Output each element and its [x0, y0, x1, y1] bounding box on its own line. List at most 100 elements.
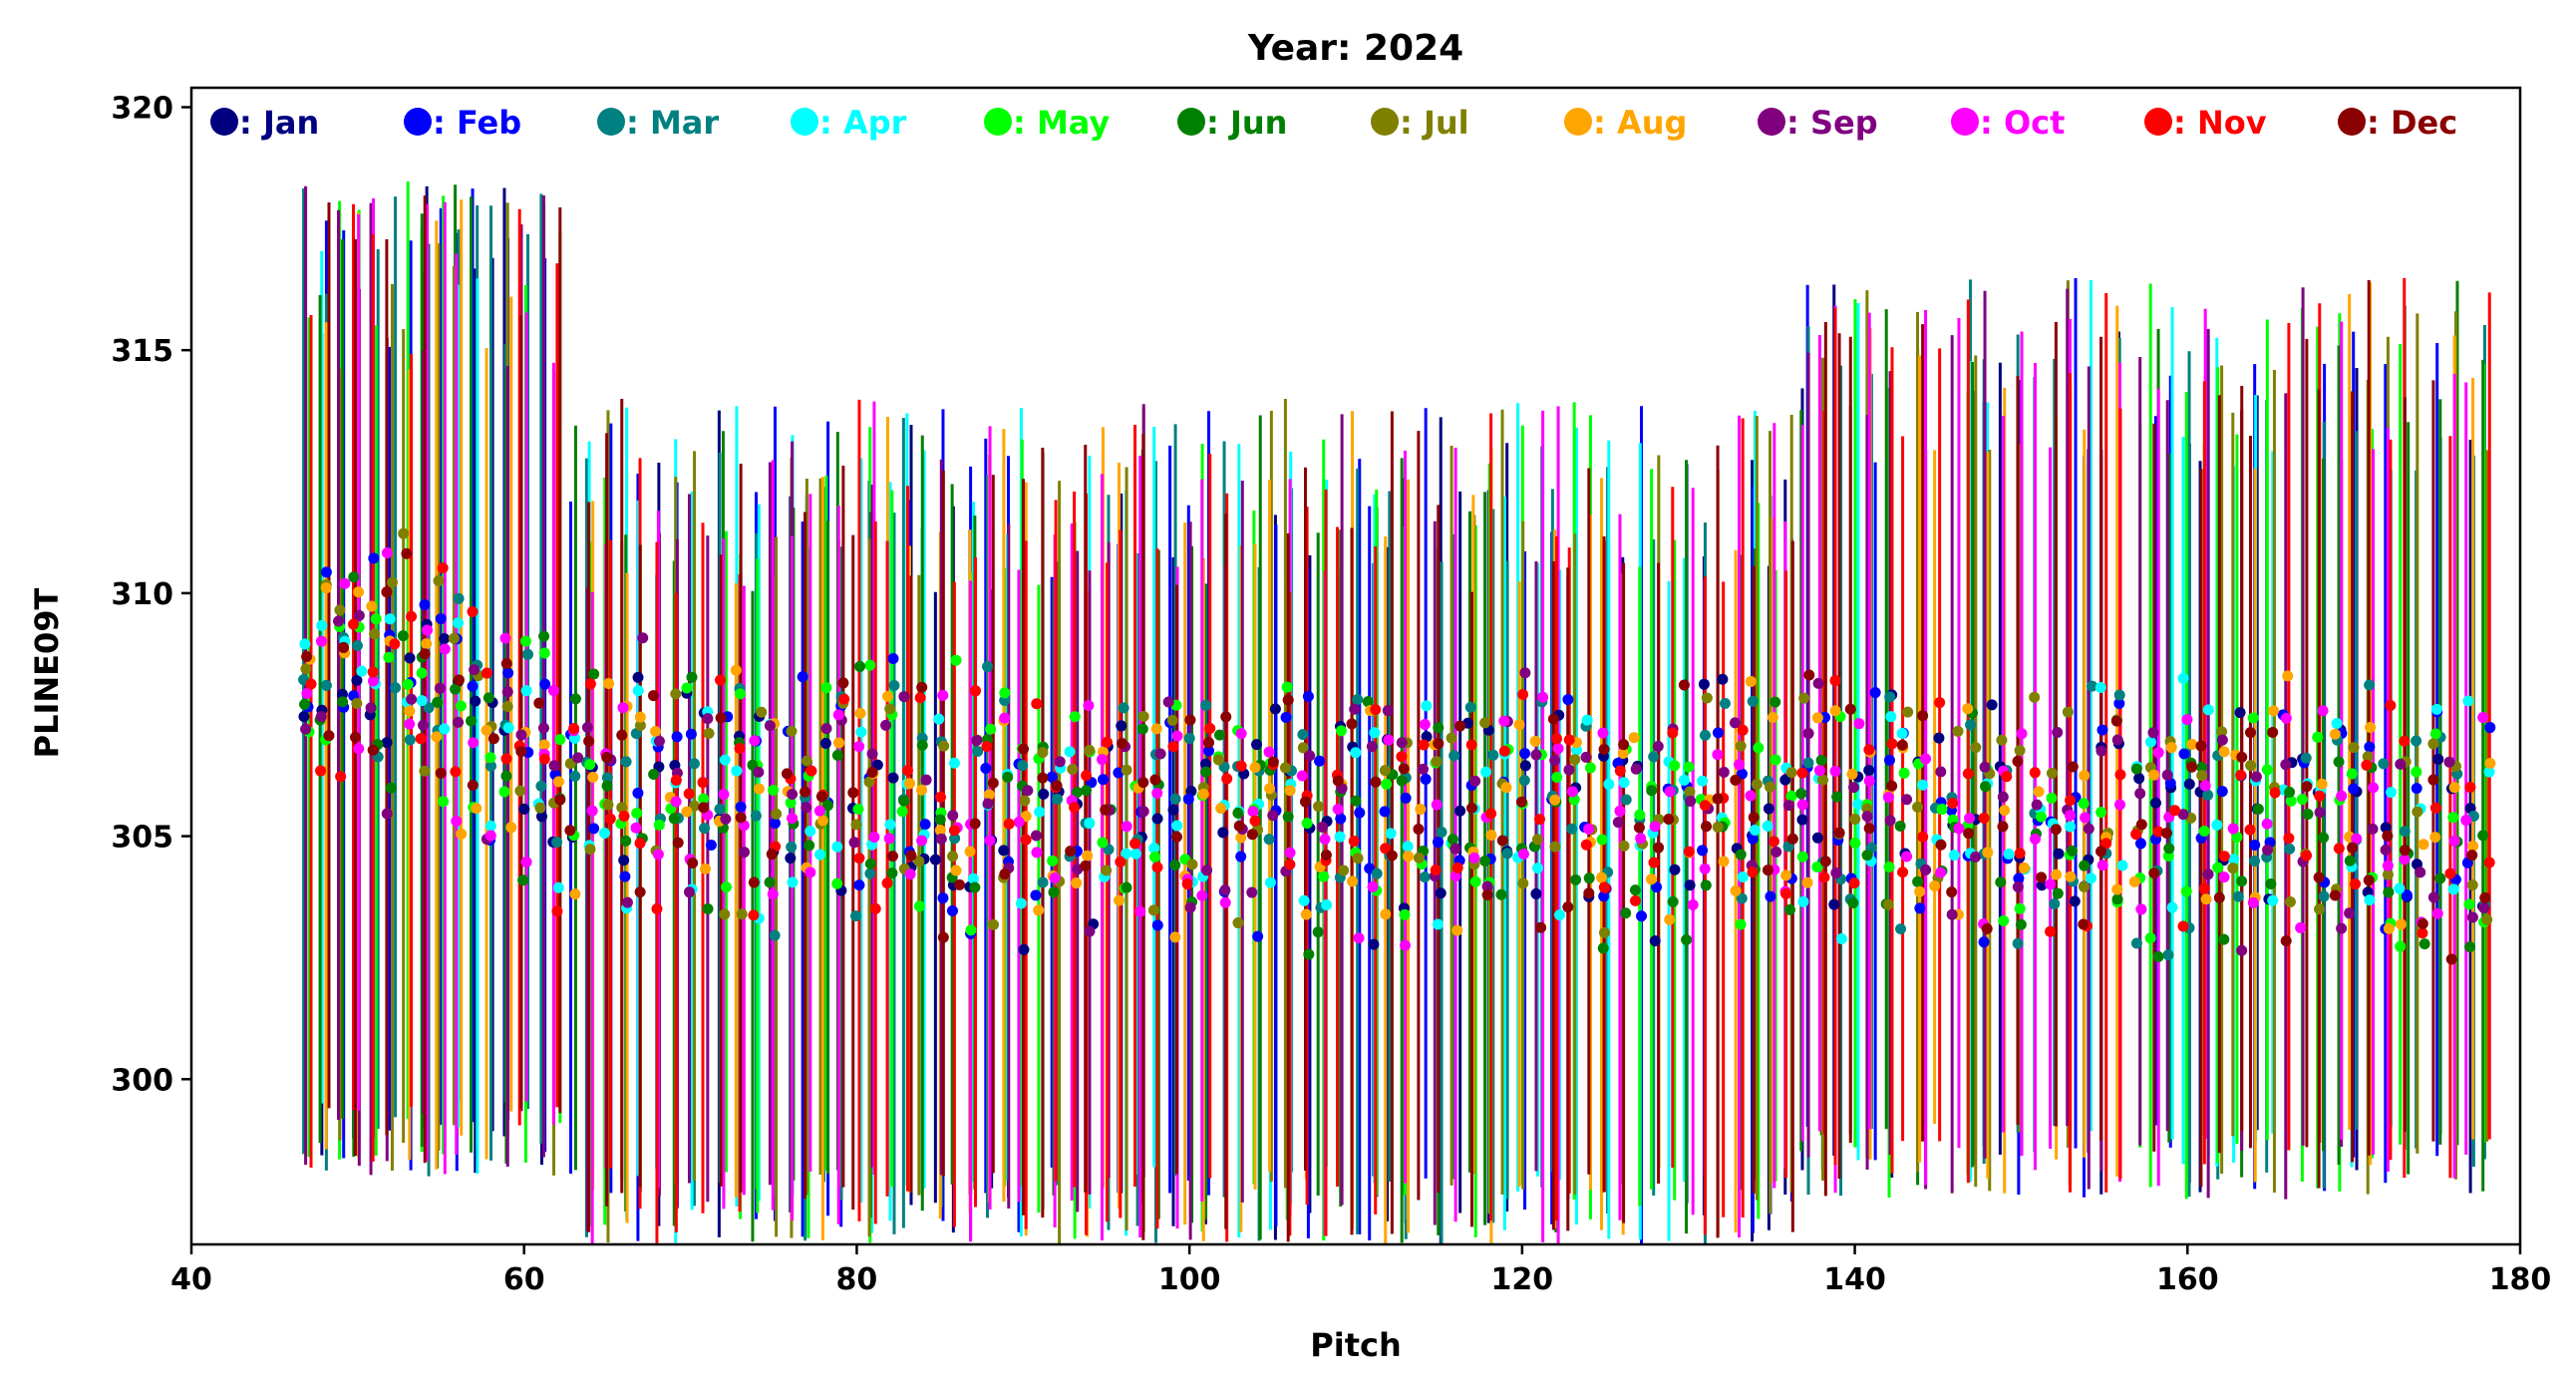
data-point	[1203, 745, 1215, 757]
data-point	[1652, 741, 1664, 753]
data-point	[1097, 837, 1109, 849]
data-point	[384, 613, 396, 625]
data-point	[1402, 841, 1414, 853]
data-point	[539, 678, 551, 690]
data-point	[1436, 827, 1448, 839]
data-point	[1620, 794, 1632, 806]
data-point	[786, 725, 798, 737]
data-point	[484, 830, 496, 842]
data-point	[2380, 844, 2392, 856]
data-point	[2152, 826, 2164, 838]
data-point	[2062, 706, 2074, 718]
data-point	[1653, 842, 1665, 854]
data-point	[1263, 746, 1275, 758]
data-point	[2265, 878, 2277, 890]
data-point	[2148, 769, 2160, 781]
data-point	[1829, 675, 1841, 687]
data-point	[1500, 782, 1512, 794]
data-point	[1169, 860, 1181, 871]
data-point	[1861, 850, 1873, 862]
data-point	[381, 546, 393, 558]
data-point	[1071, 877, 1083, 889]
data-point	[720, 881, 732, 893]
data-point	[1979, 761, 1991, 773]
data-point	[1481, 880, 1493, 892]
data-point	[2234, 707, 2246, 719]
data-point	[1614, 765, 1626, 777]
data-point	[748, 876, 760, 888]
data-point	[1018, 943, 1030, 955]
data-point	[2014, 745, 2026, 757]
data-point	[648, 768, 660, 780]
data-point	[947, 810, 959, 822]
data-point	[422, 624, 434, 636]
data-point	[1717, 673, 1729, 685]
data-point	[1221, 773, 1233, 785]
data-point	[406, 693, 418, 705]
data-point	[1835, 932, 1847, 944]
data-point	[1303, 948, 1315, 960]
data-point	[1501, 848, 1513, 860]
data-point	[1765, 781, 1776, 793]
data-point	[2016, 728, 2028, 740]
data-point	[1828, 898, 1840, 910]
data-point	[1249, 762, 1261, 774]
data-point	[1986, 699, 1998, 711]
x-tick-label: 180	[2489, 1262, 2552, 1297]
data-point	[502, 667, 514, 679]
data-point	[736, 908, 748, 920]
data-point	[301, 651, 313, 663]
data-point	[1051, 780, 1063, 792]
data-point	[1348, 836, 1360, 848]
legend-label: : Jan	[239, 104, 319, 142]
data-point	[832, 709, 844, 721]
data-point	[670, 774, 682, 786]
data-point	[916, 784, 928, 796]
data-point	[702, 713, 714, 725]
data-point	[353, 743, 365, 755]
data-point	[2284, 895, 2296, 907]
data-point	[1770, 754, 1781, 766]
data-point	[1684, 786, 1696, 798]
data-point	[2462, 695, 2474, 707]
data-point	[1730, 884, 1742, 896]
data-point	[2049, 897, 2061, 909]
data-point	[500, 770, 512, 782]
data-point	[749, 735, 761, 747]
data-point	[1335, 725, 1347, 737]
data-point	[1894, 820, 1906, 832]
data-point	[1298, 894, 1310, 906]
x-tick-label: 140	[1823, 1262, 1886, 1297]
data-point	[2133, 773, 2145, 785]
y-tick-label: 320	[111, 91, 173, 126]
data-point	[2464, 781, 2476, 793]
data-point	[687, 857, 699, 868]
data-point	[1902, 706, 1914, 718]
data-point	[1745, 675, 1757, 687]
data-point	[868, 831, 880, 843]
data-point	[1629, 884, 1641, 896]
data-point	[2484, 722, 2496, 734]
y-tick-label: 315	[111, 334, 173, 369]
data-point	[1350, 747, 1362, 759]
data-point	[483, 692, 494, 704]
data-point	[2046, 767, 2058, 779]
legend-label: : Sep	[1786, 104, 1878, 142]
data-point	[397, 630, 409, 642]
data-point	[1529, 735, 1541, 747]
data-point	[588, 668, 600, 680]
data-point	[2052, 727, 2064, 739]
data-point	[2244, 824, 2256, 836]
data-point	[1369, 727, 1381, 739]
data-point	[969, 881, 981, 893]
data-point	[2280, 759, 2292, 771]
data-point	[1934, 697, 1946, 709]
data-point	[390, 682, 402, 694]
data-point	[1370, 776, 1382, 788]
data-point	[439, 643, 451, 655]
data-point	[1549, 755, 1561, 767]
data-point	[1551, 733, 1563, 745]
data-point	[1554, 909, 1566, 921]
data-point	[1366, 741, 1378, 753]
data-point	[435, 767, 447, 779]
